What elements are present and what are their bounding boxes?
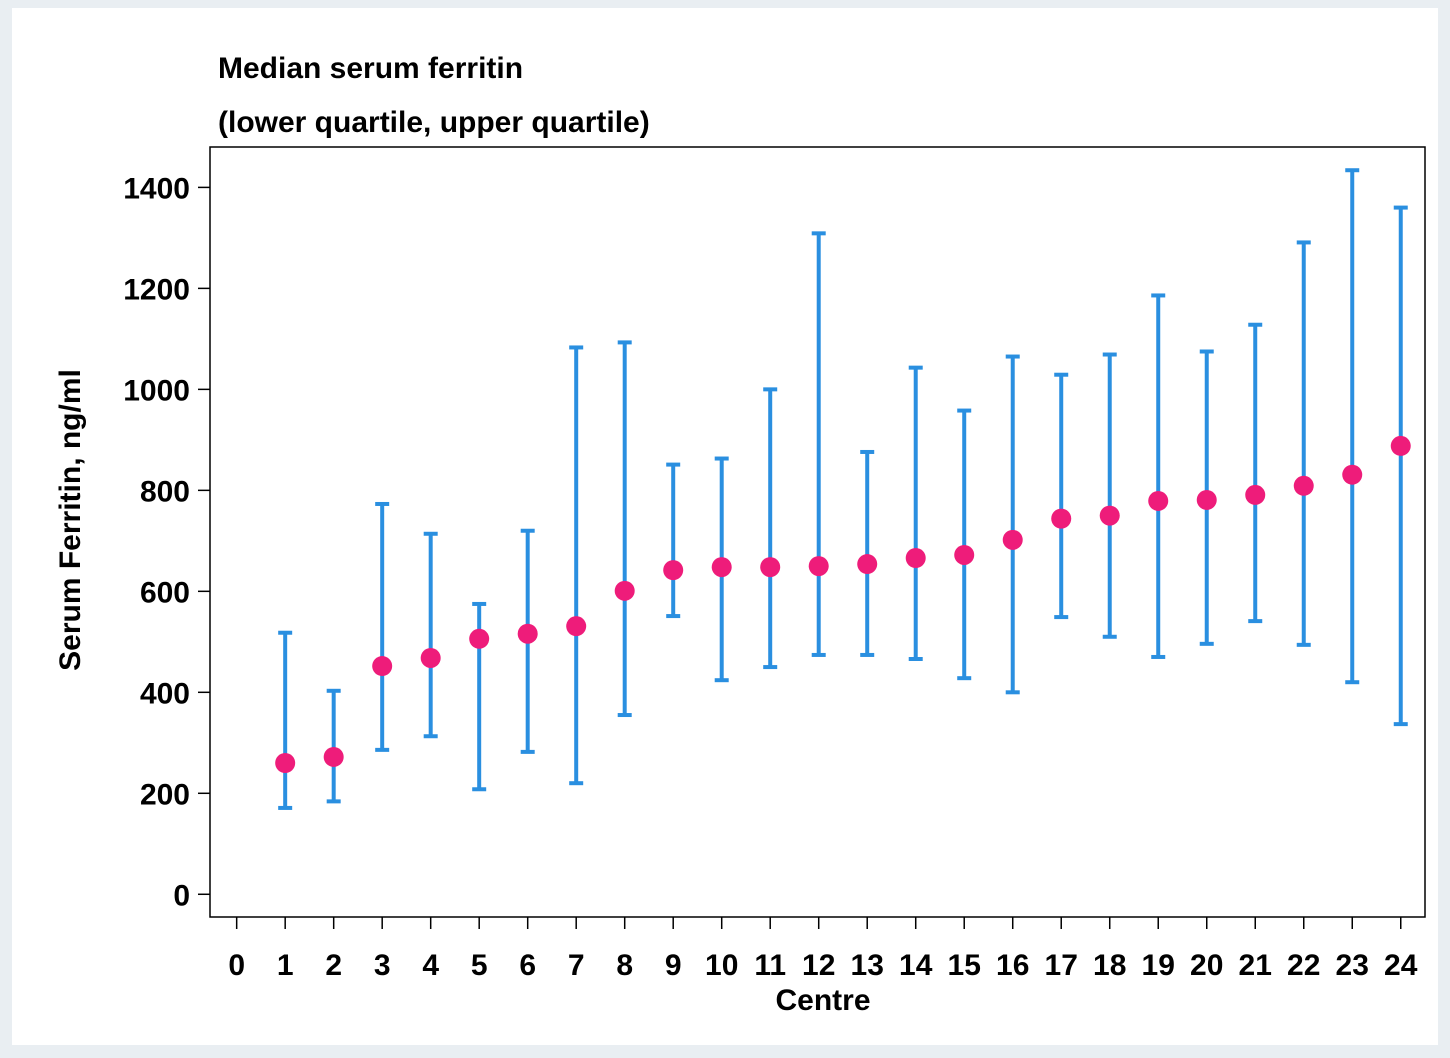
median-point xyxy=(372,656,393,677)
median-point xyxy=(1293,475,1314,496)
y-tick-label: 0 xyxy=(173,879,190,912)
x-tick-label: 6 xyxy=(519,949,536,982)
median-point xyxy=(711,557,732,578)
background xyxy=(12,8,1438,1045)
median-point xyxy=(469,628,490,649)
y-tick-label: 1400 xyxy=(123,172,190,205)
x-tick-label: 9 xyxy=(665,949,682,982)
y-axis-label: Serum Ferritin, ng/ml xyxy=(54,369,87,671)
median-point xyxy=(954,544,975,565)
x-tick-label: 14 xyxy=(899,949,933,982)
median-point xyxy=(275,753,296,773)
plot-frame xyxy=(209,146,1426,918)
x-tick-label: 18 xyxy=(1093,949,1126,982)
x-axis-label: Centre xyxy=(775,984,870,1017)
median-point xyxy=(614,580,635,601)
x-tick-label: 7 xyxy=(568,949,585,982)
x-tick-label: 2 xyxy=(325,949,342,982)
median-point xyxy=(1099,505,1120,526)
x-tick-label: 8 xyxy=(616,949,633,982)
x-tick-label: 12 xyxy=(802,949,835,982)
median-point xyxy=(808,556,829,577)
chart-title: Median serum ferritin xyxy=(218,52,523,85)
x-tick-label: 11 xyxy=(754,949,786,982)
median-point xyxy=(1051,508,1072,529)
median-point xyxy=(1342,464,1363,485)
x-tick-label: 24 xyxy=(1384,949,1418,982)
median-point xyxy=(905,548,926,569)
median-point xyxy=(1002,529,1023,550)
median-point xyxy=(857,554,878,575)
x-tick-label: 16 xyxy=(996,949,1029,982)
median-point xyxy=(663,560,684,581)
chart-subtitle: (lower quartile, upper quartile) xyxy=(218,106,650,139)
median-point xyxy=(517,623,538,644)
median-point xyxy=(1245,484,1266,505)
x-tick-label: 3 xyxy=(374,949,391,982)
median-point xyxy=(760,557,781,578)
y-tick-label: 1000 xyxy=(123,374,190,407)
median-point xyxy=(1196,489,1217,510)
y-tick-label: 200 xyxy=(140,778,190,811)
y-tick-label: 800 xyxy=(140,475,190,508)
y-tick-label: 1200 xyxy=(123,273,190,306)
x-tick-label: 23 xyxy=(1336,949,1369,982)
y-tick-label: 400 xyxy=(140,677,190,710)
median-point xyxy=(420,647,441,668)
x-tick-label: 19 xyxy=(1142,949,1175,982)
x-tick-label: 0 xyxy=(228,949,245,982)
x-tick-label: 10 xyxy=(705,949,738,982)
median-point xyxy=(1148,490,1169,511)
x-tick-label: 20 xyxy=(1190,949,1223,982)
y-tick-label: 600 xyxy=(140,576,190,609)
x-tick-label: 17 xyxy=(1045,949,1078,982)
x-tick-label: 1 xyxy=(277,949,294,982)
x-tick-label: 4 xyxy=(422,949,439,982)
x-tick-label: 13 xyxy=(851,949,884,982)
median-point xyxy=(323,746,344,767)
median-point xyxy=(566,616,587,637)
x-tick-label: 5 xyxy=(471,949,488,982)
x-tick-label: 15 xyxy=(948,949,981,982)
x-tick-label: 22 xyxy=(1287,949,1320,982)
median-point xyxy=(1390,435,1411,456)
x-tick-label: 21 xyxy=(1239,949,1272,982)
